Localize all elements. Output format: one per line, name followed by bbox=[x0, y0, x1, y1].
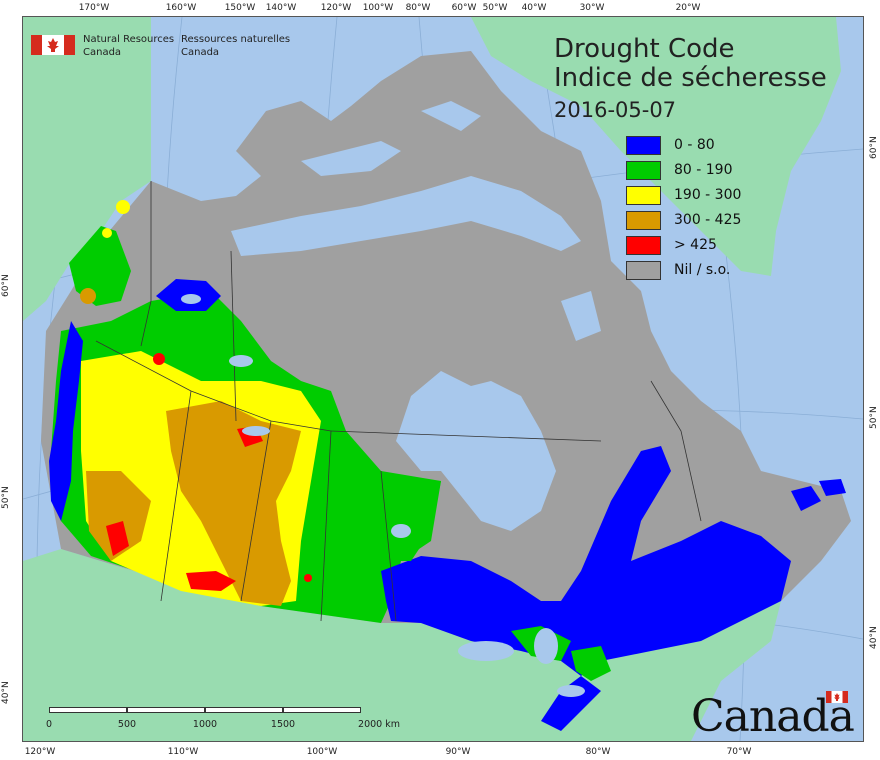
legend-item: 0 - 80 bbox=[626, 136, 786, 156]
legend-label: Nil / s.o. bbox=[674, 262, 731, 278]
wordmark-flag-icon bbox=[826, 691, 848, 703]
agency-fr-line2: Canada bbox=[181, 47, 220, 58]
canada-wordmark: Canada bbox=[691, 691, 855, 741]
drought-yellow-spot bbox=[116, 200, 130, 214]
right-tick-60n: 60°N bbox=[869, 136, 879, 159]
legend-swatch bbox=[626, 236, 661, 255]
legend-label: 300 - 425 bbox=[674, 212, 742, 228]
map-title-en: Drought Code bbox=[554, 34, 735, 64]
legend-item: 300 - 425 bbox=[626, 211, 786, 231]
arctic-channels bbox=[231, 101, 601, 341]
lakes bbox=[181, 294, 585, 697]
bottom-tick-70w: 70°W bbox=[726, 747, 752, 757]
left-tick-40n: 40°N bbox=[1, 681, 11, 704]
legend-item: Nil / s.o. bbox=[626, 261, 786, 281]
drought-red-south bbox=[186, 571, 236, 591]
agency-en-line2: Canada bbox=[83, 47, 122, 58]
drought-yellow-spot bbox=[102, 228, 112, 238]
drought-orange-south bbox=[86, 471, 151, 561]
top-tick-100w: 100°W bbox=[362, 3, 394, 13]
drought-green-yukon bbox=[69, 226, 131, 306]
scale-label: 500 bbox=[117, 719, 137, 730]
legend-label: 0 - 80 bbox=[674, 137, 715, 153]
legend-swatch bbox=[626, 261, 661, 280]
canada-flag-icon bbox=[31, 35, 75, 55]
bottom-tick-120w: 120°W bbox=[24, 747, 56, 757]
scale-label: 1500 bbox=[270, 719, 296, 730]
agency-fr-line1: Ressources naturelles bbox=[181, 34, 291, 45]
legend-label: 80 - 190 bbox=[674, 162, 733, 178]
top-tick-140w: 140°W bbox=[265, 3, 297, 13]
top-tick-60w: 60°W bbox=[451, 3, 477, 13]
legend-item: 80 - 190 bbox=[626, 161, 786, 181]
top-tick-170w: 170°W bbox=[78, 3, 110, 13]
scale-segment bbox=[127, 707, 205, 713]
top-tick-50w: 50°W bbox=[482, 3, 508, 13]
top-tick-30w: 30°W bbox=[579, 3, 605, 13]
alaska-land bbox=[23, 17, 151, 321]
bottom-tick-90w: 90°W bbox=[445, 747, 471, 757]
scale-bar: 0 500 1000 1500 2000 km bbox=[45, 707, 400, 733]
drought-red-spot bbox=[304, 574, 312, 582]
map-title-fr: Indice de sécheresse bbox=[554, 63, 827, 93]
drought-red-sw bbox=[106, 521, 129, 556]
bottom-tick-80w: 80°W bbox=[585, 747, 611, 757]
right-tick-50n: 50°N bbox=[869, 406, 879, 429]
provincial-boundaries bbox=[95, 181, 702, 622]
scale-label: 0 bbox=[45, 719, 53, 730]
drought-green-manitoba bbox=[371, 481, 441, 561]
legend-item: > 425 bbox=[626, 236, 786, 256]
top-tick-150w: 150°W bbox=[224, 3, 256, 13]
top-tick-120w: 120°W bbox=[320, 3, 352, 13]
legend-swatch bbox=[626, 211, 661, 230]
drought-orange-west bbox=[166, 401, 301, 606]
bottom-tick-110w: 110°W bbox=[167, 747, 199, 757]
bottom-tick-100w: 100°W bbox=[306, 747, 338, 757]
top-tick-40w: 40°W bbox=[521, 3, 547, 13]
drought-blue-newfoundland bbox=[791, 486, 821, 511]
right-tick-40n: 40°N bbox=[869, 626, 879, 649]
drought-green-ontario-south bbox=[571, 646, 611, 681]
drought-blue-east bbox=[381, 446, 791, 731]
legend-label: 190 - 300 bbox=[674, 187, 742, 203]
legend-swatch bbox=[626, 136, 661, 155]
title-block: Drought Code Indice de sécheresse 2016-0… bbox=[554, 35, 827, 125]
top-tick-160w: 160°W bbox=[165, 3, 197, 13]
drought-blue-newfoundland-east bbox=[819, 479, 846, 496]
drought-code-map bbox=[23, 17, 863, 741]
legend-swatch bbox=[626, 186, 661, 205]
map-canvas[interactable]: Natural Resources Canada Ressources natu… bbox=[22, 16, 864, 742]
top-tick-80w: 80°W bbox=[405, 3, 431, 13]
left-tick-60n: 60°N bbox=[1, 274, 11, 297]
hudson-bay bbox=[396, 371, 556, 531]
drought-red-spot bbox=[153, 353, 165, 365]
scale-segment bbox=[283, 707, 361, 713]
scale-segment bbox=[49, 707, 127, 713]
left-tick-50n: 50°N bbox=[1, 486, 11, 509]
top-tick-20w: 20°W bbox=[675, 3, 701, 13]
drought-orange-spot bbox=[80, 288, 96, 304]
agency-en-line1: Natural Resources bbox=[83, 34, 175, 45]
scale-label: 1000 bbox=[192, 719, 218, 730]
scale-segment bbox=[205, 707, 283, 713]
map-date: 2016-05-07 bbox=[554, 98, 677, 122]
legend-swatch bbox=[626, 161, 661, 180]
drought-blue-coast bbox=[49, 321, 83, 521]
legend-label: > 425 bbox=[674, 237, 717, 253]
scale-label: 2000 km bbox=[358, 719, 400, 730]
legend-item: 190 - 300 bbox=[626, 186, 786, 206]
